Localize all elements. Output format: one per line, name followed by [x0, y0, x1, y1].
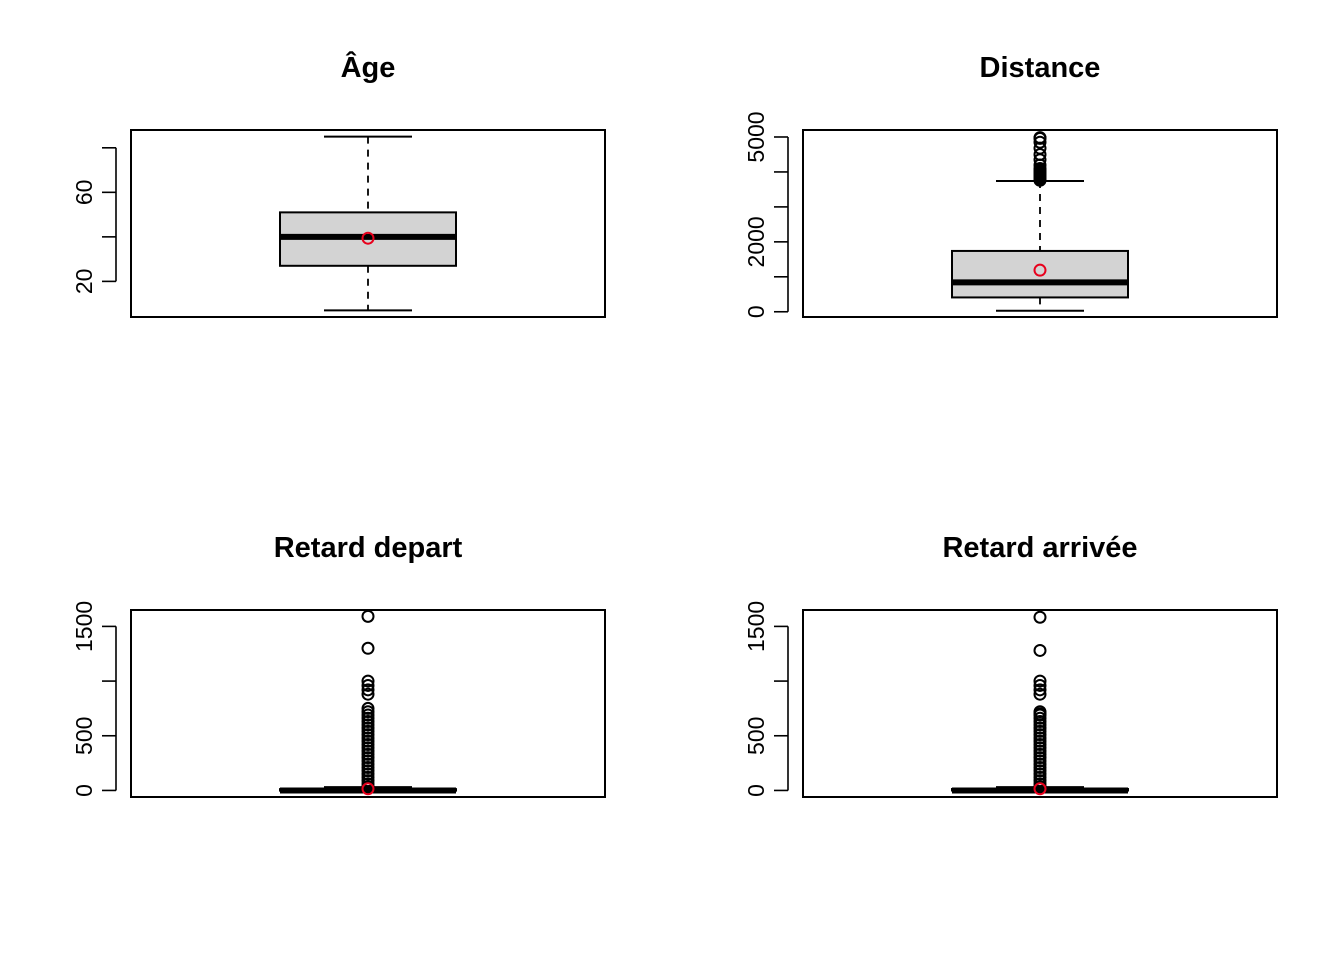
outlier-point	[1033, 683, 1047, 697]
outlier-point	[1033, 687, 1047, 701]
chart-title: Retard depart	[274, 532, 463, 564]
outlier-point	[1033, 678, 1047, 692]
mean-point	[361, 782, 375, 796]
outlier-point	[1033, 610, 1047, 624]
outlier-point	[1033, 643, 1047, 657]
y-tick-label: 500	[71, 717, 97, 755]
outlier-point	[1033, 705, 1047, 719]
y-tick-label: 5000	[743, 111, 769, 162]
outlier-point	[361, 674, 375, 688]
boxplot-panel: Distance 0 2000 5000	[743, 52, 1278, 318]
outlier-point	[1033, 161, 1047, 175]
y-tick-label: 2000	[743, 216, 769, 267]
y-tick-label: 0	[71, 784, 97, 797]
boxplot-panel: Âge 20 60	[71, 50, 606, 318]
outlier-point	[361, 641, 375, 655]
iqr-box	[951, 249, 1129, 299]
plot-frame	[130, 129, 606, 318]
plot-frame	[802, 129, 1278, 318]
y-tick-label: 500	[743, 717, 769, 755]
outlier-point	[361, 687, 375, 701]
outlier-point	[1033, 135, 1047, 149]
mean-point	[361, 231, 375, 245]
y-tick-label: 1500	[743, 601, 769, 652]
mean-point	[1033, 263, 1047, 277]
outlier-point	[1033, 131, 1047, 145]
y-tick-label: 0	[743, 305, 769, 318]
outlier-point	[361, 609, 375, 623]
boxplot-panel: Retard arrivée 0 500 1500	[743, 532, 1278, 798]
y-tick-label: 60	[71, 180, 97, 206]
outlier-point	[361, 678, 375, 692]
outlier-point	[361, 701, 375, 715]
boxplot-panel: Retard depart 0 500 1500	[71, 532, 606, 798]
mean-point	[1033, 782, 1047, 796]
outlier-point	[1033, 147, 1047, 161]
y-tick-label: 20	[71, 269, 97, 295]
outlier-point	[361, 683, 375, 697]
plot-frame	[802, 609, 1278, 798]
chart-title: Retard arrivée	[942, 532, 1137, 564]
y-tick-label: 1500	[71, 601, 97, 652]
chart-title: Âge	[341, 50, 396, 84]
y-tick-label: 0	[743, 784, 769, 797]
chart-title: Distance	[980, 52, 1101, 84]
outlier-point	[1033, 674, 1047, 688]
